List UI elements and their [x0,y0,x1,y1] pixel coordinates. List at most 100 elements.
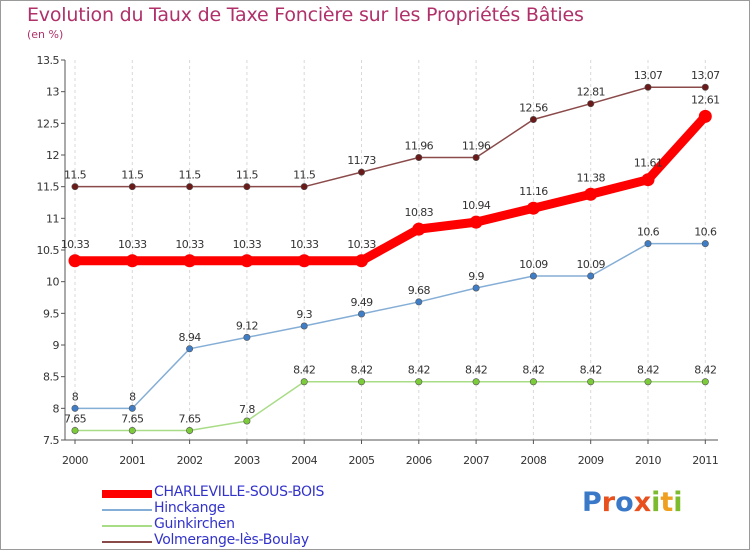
y-tick-label: 8.5 [43,371,59,384]
x-tick-label: 2000 [62,454,88,467]
data-point [644,378,652,386]
logo-letter: t [660,487,674,518]
legend-label: Guinkirchen [154,516,235,532]
data-label: 11.73 [347,154,376,167]
data-label: 8.42 [580,364,602,377]
data-label: 11.5 [64,169,87,182]
data-point [300,378,308,386]
data-point [243,183,251,191]
y-tick-label: 7.5 [43,434,59,447]
series-3: 11.5 11.5 11.5 11.5 11.5 11.73 11.96 11.96 12.56… [64,69,721,191]
data-point [472,378,480,386]
data-label: 13.07 [691,69,720,82]
x-tick-label: 2008 [520,454,546,467]
y-tick-label: 12 [46,149,59,162]
data-point [128,183,136,191]
data-label: 7.65 [121,413,144,426]
x-tick-label: 2006 [406,454,432,467]
chart-title: Evolution du Taux de Taxe Foncière sur l… [27,4,584,26]
data-point [587,378,595,386]
series-line [74,242,707,410]
data-label: 12.56 [519,102,548,115]
data-point [472,154,480,162]
proxiti-logo: Proxiti [582,487,683,518]
data-label: 10.83 [405,206,434,219]
data-label: 11.5 [236,169,259,182]
data-label: 11.61 [634,157,663,170]
data-label: 10.33 [290,238,319,251]
x-tick-label: 2011 [692,454,718,467]
data-point [641,173,655,187]
data-point [698,109,712,123]
data-point [529,272,537,280]
data-point [355,254,368,268]
data-label: 7.8 [239,403,255,416]
data-label: 9.3 [296,308,312,321]
data-label: 8.42 [694,364,716,377]
data-label: 10.33 [347,238,376,251]
series-line [74,86,707,188]
y-tick-label: 10.5 [37,244,60,257]
logo-letter: P [582,487,602,518]
data-label: 11.16 [519,185,548,198]
legend-label: CHARLEVILLE-SOUS-BOIS [154,484,325,500]
data-label: 10.33 [175,238,204,251]
data-point [128,404,136,412]
data-point [587,100,595,108]
data-label: 10.09 [576,258,605,271]
data-point [300,183,308,191]
data-point [472,284,480,292]
logo-letter: i [651,487,661,518]
data-point [701,378,709,386]
data-label: 8.42 [465,364,487,377]
y-tick-label: 10 [46,276,59,289]
data-label: 11.5 [179,169,202,182]
data-point [584,187,598,201]
y-tick-label: 9 [53,339,60,352]
series-1: 8 8 8.94 9.12 9.3 9.49 9.68 9.9 10.09 10.09 10.6 10… [71,226,718,412]
data-point [71,183,79,191]
data-point [469,215,483,229]
x-tick-label: 2001 [119,454,145,467]
data-point [125,254,139,268]
logo-letter: x [633,487,652,518]
logo-letter: i [673,487,683,518]
data-label: 8.42 [293,364,315,377]
data-point [526,201,540,215]
data-point [357,168,365,176]
data-point [357,310,365,318]
y-tick-label: 13 [46,86,59,99]
series-0: 10.33 10.33 10.33 10.33 10.33 10.33 10.83 10.94… [61,93,720,268]
data-point [357,378,365,386]
data-point [529,378,537,386]
data-point [415,378,423,386]
data-point [529,116,537,124]
data-label: 10.33 [61,238,90,251]
data-point [415,298,423,306]
data-point [68,254,82,268]
y-axis-unit: (en %) [27,28,64,41]
data-point [701,83,709,91]
data-label: 10.33 [118,238,147,251]
data-label: 11.96 [405,140,434,153]
data-point [587,272,595,280]
data-label: 9.68 [408,284,431,297]
y-tick-label: 13.5 [37,54,60,67]
logo-letter: r [601,487,616,518]
data-point [297,254,311,268]
legend-swatch [102,541,152,543]
x-tick-label: 2004 [291,454,317,467]
data-label: 8 [129,390,136,403]
data-point [701,240,709,248]
data-label: 12.81 [576,86,605,99]
data-point [412,222,426,236]
data-label: 8.42 [350,364,372,377]
data-point [644,240,652,248]
data-label: 9.9 [468,270,484,283]
data-point [128,426,136,434]
data-label: 9.12 [236,319,258,332]
x-tick-label: 2007 [463,454,489,467]
y-tick-label: 8 [53,402,60,415]
